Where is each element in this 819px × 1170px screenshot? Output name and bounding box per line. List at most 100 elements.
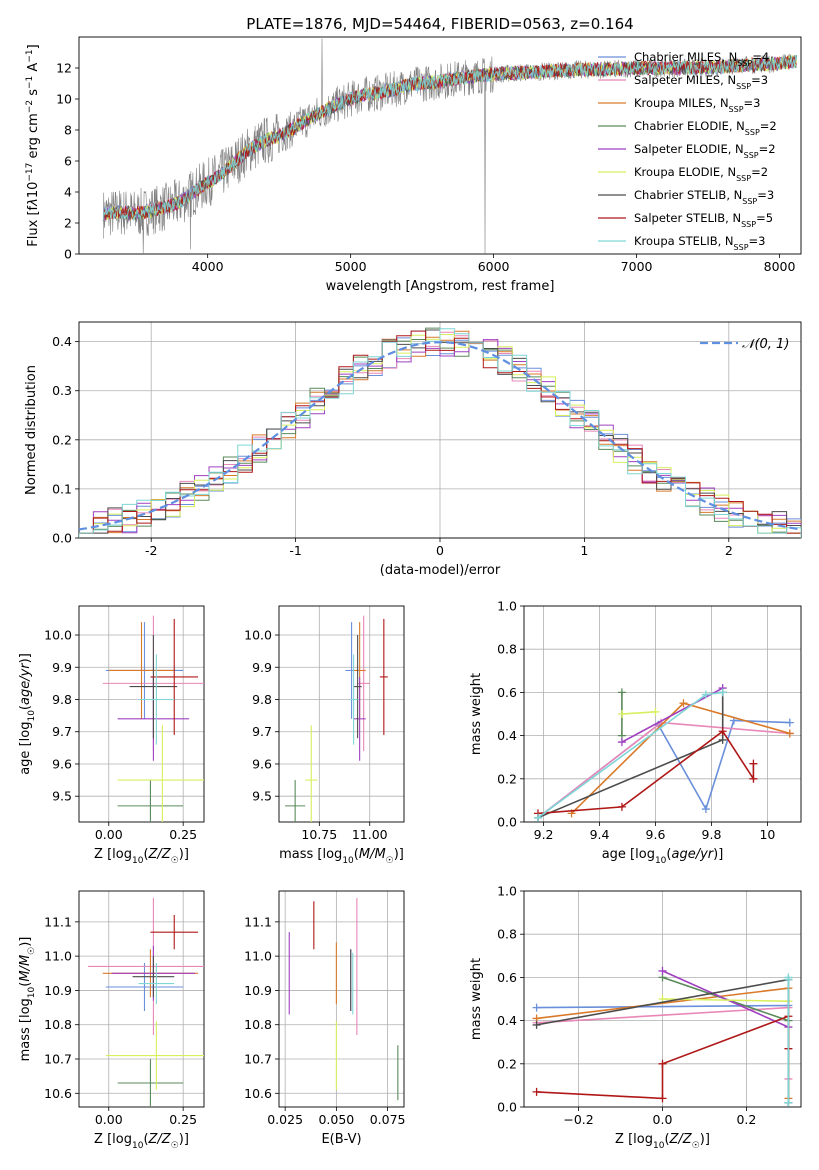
y-tick-label: 8 <box>64 123 72 138</box>
weight-marker-salpeter-elodie <box>658 966 667 975</box>
weight-marker-kroupa-stelib <box>533 813 542 822</box>
z-weight-panel: −0.2 0.0 0.2 0.0 0.2 0.4 0.6 0.8 1.0 Z [log10(Z/Z… <box>469 884 802 1151</box>
x-tick-label: 0.25 <box>169 1112 197 1127</box>
x-tick-label: 6000 <box>478 259 510 274</box>
x-tick-label: 7000 <box>621 259 653 274</box>
x-tick-label: -2 <box>145 543 157 558</box>
y-tick-label: 11.0 <box>244 949 272 964</box>
x-tick-label: 10.75 <box>301 827 337 842</box>
x-tick-label: 0.075 <box>370 1112 406 1127</box>
y-tick-label: 0.6 <box>497 970 517 985</box>
y-tick-label: 9.6 <box>52 756 72 771</box>
weight-marker-chabrier-miles <box>532 1003 541 1012</box>
x-axis-label: Z [log10(Z/Z☉)] <box>615 1132 710 1151</box>
weight-marker-kroupa-elodie <box>617 710 626 718</box>
mass-age-panel: 10.75 11.00 9.5 9.6 9.7 9.8 9.9 10.0 mass [log10… <box>244 605 405 866</box>
y-tick-label: 10.8 <box>244 1017 272 1032</box>
weight-marker-salpeter-stelib <box>718 727 727 736</box>
y-axis-label: mass [log10(M/M☉)] <box>18 937 37 1062</box>
y-tick-label: 0.3 <box>52 383 72 398</box>
weight-marker-salpeter-elodie <box>617 738 626 747</box>
weight-marker-kroupa-miles <box>785 729 794 738</box>
x-tick-label: 0.050 <box>318 1112 354 1127</box>
x-tick-label: 2 <box>725 543 733 558</box>
x-axis-label: E(B-V) <box>321 1132 361 1147</box>
x-tick-label: 9.6 <box>646 827 666 842</box>
y-tick-label: 9.8 <box>52 692 72 707</box>
x-axis-label: mass [log10(M/M☉)] <box>279 847 404 866</box>
weight-line-kroupa-elodie <box>621 711 656 715</box>
weight-marker-salpeter-stelib <box>749 759 758 768</box>
axes-frame <box>278 605 405 823</box>
x-tick-label: -1 <box>289 543 301 558</box>
axes-frame <box>278 890 405 1108</box>
model-spectrum-chabrier-stelib <box>102 54 797 221</box>
figure-title: PLATE=1876, MJD=54464, FIBERID=0563, z=0… <box>246 15 633 33</box>
weight-marker-kroupa-stelib <box>784 975 793 984</box>
z-age-panel: 0.00 0.25 9.5 9.6 9.7 9.8 9.9 10.0 Z [log10(Z/Z☉… <box>18 605 205 866</box>
x-axis-label: age [log10(age/yr)] <box>602 847 724 866</box>
x-axis-label: Z [log10(Z/Z☉)] <box>94 847 189 866</box>
y-tick-label: 0.0 <box>52 531 72 546</box>
weight-marker-salpeter-stelib <box>617 802 626 811</box>
x-tick-label: 10 <box>759 827 775 842</box>
y-tick-label: 10.7 <box>244 1052 272 1067</box>
axes-frame <box>523 605 802 823</box>
y-tick-label: 6 <box>64 154 72 169</box>
legend-label-salpeter-miles: Salpeter MILES, NSSP=3 <box>634 73 768 91</box>
y-tick-label: 11.1 <box>244 914 272 929</box>
weight-line-chabrier-miles <box>537 719 790 819</box>
x-tick-label: 1 <box>580 543 588 558</box>
x-axis-label: wavelength [Angstrom, rest frame] <box>326 279 555 294</box>
y-tick-label: 9.5 <box>252 789 272 804</box>
axes-frame <box>523 890 802 1108</box>
legend-label-kroupa-miles: Kroupa MILES, NSSP=3 <box>634 96 760 114</box>
x-tick-label: 4000 <box>192 259 224 274</box>
weight-marker-salpeter-stelib <box>658 1094 667 1103</box>
weight-marker-chabrier-elodie <box>617 688 626 697</box>
x-tick-label: 9.8 <box>702 827 722 842</box>
weight-marker-kroupa-elodie <box>651 707 660 716</box>
y-tick-label: 10.6 <box>244 1086 272 1101</box>
y-tick-label: 0.2 <box>52 432 72 447</box>
y-tick-label: 0.2 <box>497 771 517 786</box>
weight-line-kroupa-elodie <box>662 998 789 1002</box>
spectrum-panel: 4000 5000 6000 7000 8000 0 2 4 6 8 10 12 Chabrier MI… <box>25 36 802 294</box>
x-tick-label: 0.0 <box>653 1112 673 1127</box>
y-tick-label: 10.6 <box>44 1086 72 1101</box>
x-tick-label: 0.2 <box>736 1112 756 1127</box>
legend-label-chabrier-miles: Chabrier MILES, NSSP=4 <box>634 50 769 68</box>
y-tick-label: 0.4 <box>52 334 72 349</box>
y-tick-label: 2 <box>64 216 72 231</box>
legend-label-kroupa-elodie: Kroupa ELODIE, NSSP=2 <box>634 165 768 183</box>
x-tick-label: 0.25 <box>169 827 197 842</box>
y-tick-label: 0.6 <box>497 685 517 700</box>
y-tick-label: 9.9 <box>252 660 272 675</box>
y-tick-label: 9.7 <box>52 724 72 739</box>
y-tick-label: 0.4 <box>497 1013 517 1028</box>
y-tick-label: 10.9 <box>44 983 72 998</box>
legend-label-chabrier-elodie: Chabrier ELODIE, NSSP=2 <box>634 119 777 137</box>
legend-label-kroupa-stelib: Kroupa STELIB, NSSP=3 <box>634 234 765 252</box>
y-tick-label: 10.7 <box>44 1052 72 1067</box>
normal-curve <box>78 341 802 531</box>
y-tick-label: 0.0 <box>497 1100 517 1115</box>
axes-frame <box>78 36 802 255</box>
y-axis-label: age [log10(age/yr)] <box>18 653 37 775</box>
y-tick-label: 1.0 <box>497 884 517 899</box>
y-tick-label: 11.1 <box>44 914 72 929</box>
y-tick-label: 0 <box>64 247 72 262</box>
y-tick-label: 0.8 <box>497 927 517 942</box>
y-tick-label: 12 <box>56 61 72 76</box>
y-tick-label: 10.0 <box>44 628 72 643</box>
y-tick-label: 11.0 <box>44 949 72 964</box>
y-tick-label: 9.5 <box>52 789 72 804</box>
y-tick-label: 9.6 <box>252 756 272 771</box>
weight-line-salpeter-elodie <box>621 687 724 743</box>
z-mass-panel: 0.00 0.25 10.6 10.7 10.8 10.9 11.0 11.1 Z [log10… <box>18 890 205 1151</box>
weight-marker-kroupa-stelib <box>784 1098 793 1107</box>
weight-marker-salpeter-stelib <box>749 774 758 783</box>
y-tick-label: 0.0 <box>497 815 517 830</box>
model-spectrum-kroupa-stelib <box>102 54 797 222</box>
